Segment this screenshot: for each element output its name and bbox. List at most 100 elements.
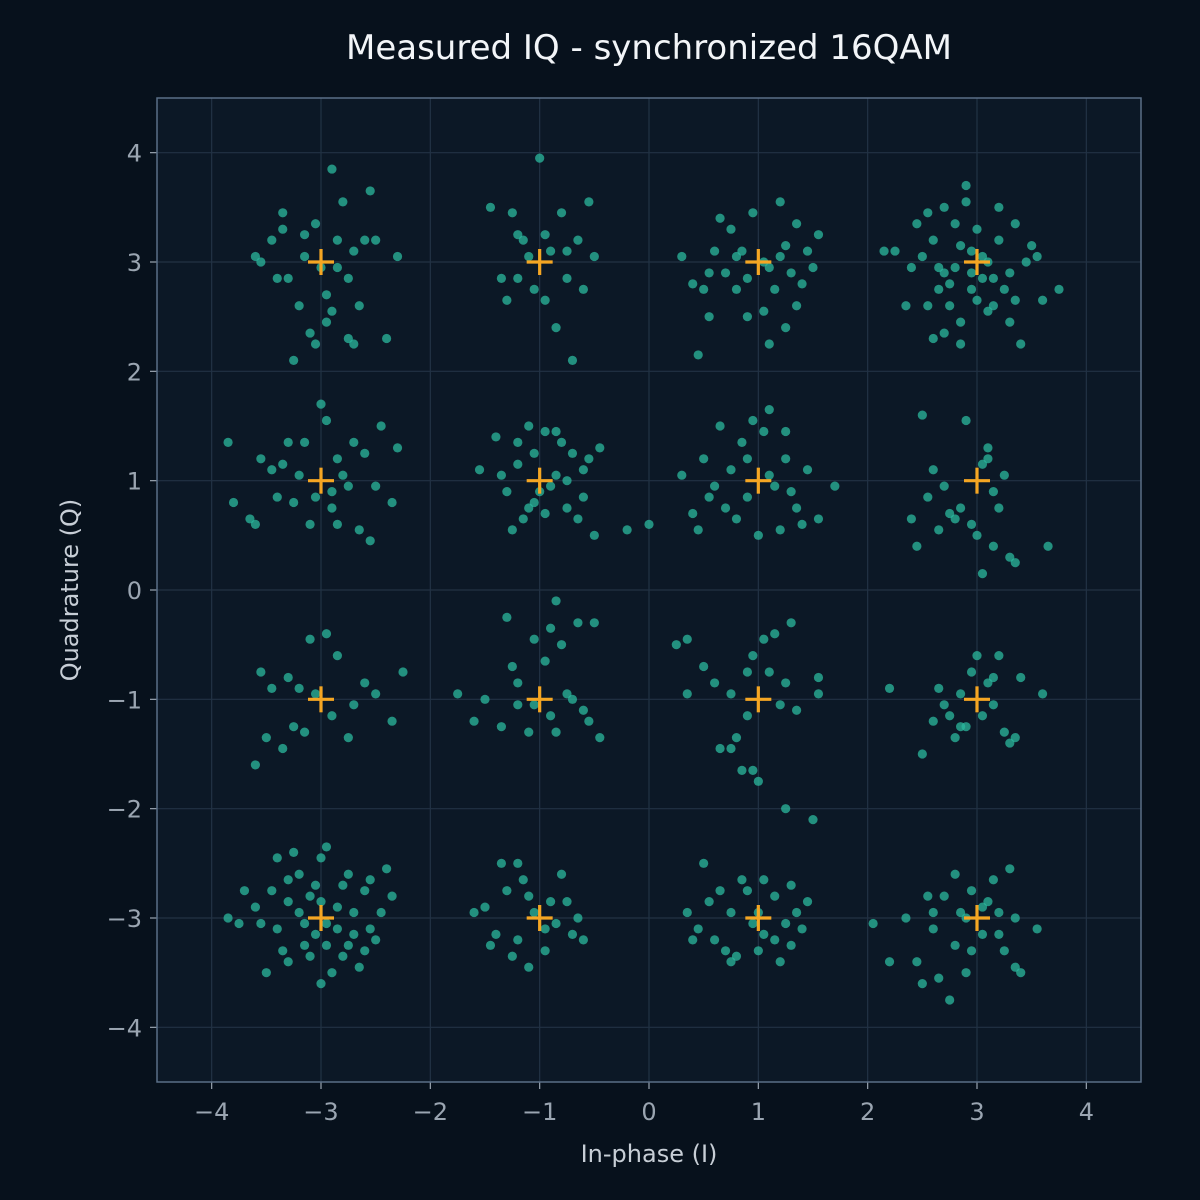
x-tick-label: 1 (751, 1098, 766, 1126)
measured-point (786, 940, 796, 950)
measured-point (622, 525, 632, 535)
measured-point (994, 235, 1004, 245)
measured-point (300, 918, 310, 929)
measured-point (983, 678, 993, 688)
measured-point (808, 815, 818, 825)
measured-point (540, 656, 550, 666)
measured-point (343, 940, 353, 950)
measured-point (1005, 268, 1015, 278)
measured-point (513, 273, 523, 283)
measured-point (786, 618, 796, 628)
measured-point (994, 907, 1004, 918)
measured-point (802, 246, 813, 256)
measured-point (502, 886, 512, 896)
measured-point (502, 487, 512, 497)
measured-point (513, 678, 523, 688)
measured-point (392, 443, 403, 453)
measured-point (901, 913, 911, 923)
measured-point (704, 492, 714, 502)
measured-point (343, 481, 353, 491)
measured-point (485, 202, 496, 212)
measured-point (289, 847, 299, 858)
measured-point (332, 651, 342, 661)
measured-point (792, 907, 802, 918)
measured-point (294, 470, 304, 480)
measured-point (382, 333, 392, 344)
measured-point (742, 667, 753, 677)
measured-point (917, 749, 927, 759)
measured-point (556, 869, 567, 879)
measured-point (496, 858, 506, 868)
measured-point (677, 251, 687, 262)
measured-point (737, 437, 747, 447)
measured-point (573, 514, 583, 524)
measured-point (332, 924, 342, 934)
measured-point (474, 465, 485, 475)
measured-point (742, 273, 753, 283)
measured-point (939, 700, 949, 710)
x-tick-label: −1 (522, 1098, 557, 1126)
measured-point (671, 640, 681, 650)
measured-point (972, 295, 982, 305)
measured-point (994, 651, 1004, 661)
measured-point (726, 689, 736, 699)
measured-point (737, 765, 747, 776)
measured-point (321, 317, 332, 327)
measured-point (950, 262, 960, 273)
measured-point (261, 733, 271, 743)
measured-point (994, 503, 1004, 513)
measured-point (928, 235, 938, 245)
measured-point (343, 733, 353, 743)
measured-point (720, 503, 731, 513)
measured-point (742, 711, 753, 721)
measured-point (524, 503, 534, 513)
measured-point (813, 230, 824, 240)
measured-point (556, 208, 567, 218)
measured-point (781, 678, 791, 688)
measured-point (294, 683, 304, 694)
measured-point (983, 306, 993, 316)
measured-point (945, 711, 955, 721)
measured-point (764, 262, 774, 273)
measured-point (321, 918, 332, 929)
measured-point (699, 454, 709, 464)
measured-point (327, 503, 337, 513)
measured-point (1010, 295, 1020, 305)
measured-point (556, 437, 567, 447)
measured-point (524, 251, 534, 262)
measured-point (977, 251, 988, 262)
measured-point (584, 197, 594, 207)
measured-point (310, 219, 321, 229)
measured-point (742, 886, 753, 896)
measured-point (529, 634, 539, 644)
measured-point (939, 328, 949, 338)
measured-point (956, 503, 966, 513)
measured-point (988, 875, 999, 885)
measured-point (759, 875, 769, 885)
measured-point (770, 891, 780, 901)
measured-point (371, 689, 381, 699)
measured-point (338, 197, 348, 207)
measured-point (321, 629, 332, 639)
measured-point (540, 924, 550, 934)
measured-point (294, 907, 304, 918)
measured-point (524, 727, 534, 737)
measured-point (950, 219, 960, 229)
measured-point (535, 153, 545, 163)
measured-point (310, 929, 321, 940)
measured-point (338, 470, 348, 480)
measured-point (250, 760, 260, 770)
measured-point (310, 689, 321, 699)
measured-point (267, 235, 277, 245)
measured-point (720, 268, 731, 278)
measured-point (726, 465, 736, 475)
measured-point (966, 886, 977, 896)
measured-point (491, 929, 501, 940)
measured-point (289, 722, 299, 732)
measured-point (775, 700, 785, 710)
measured-point (562, 503, 572, 513)
measured-point (228, 497, 239, 508)
measured-point (562, 246, 572, 256)
measured-point (906, 514, 917, 524)
